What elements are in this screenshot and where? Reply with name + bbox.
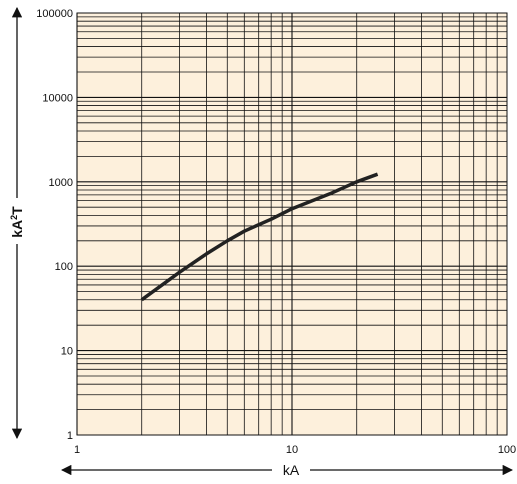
y-axis-title-tail: T	[9, 206, 25, 215]
x-tick-label: 1	[74, 444, 80, 456]
y-tick-label: 100	[55, 261, 73, 273]
x-tick-labels: 1 10 100	[74, 444, 516, 456]
plot-frame	[76, 12, 508, 436]
x-tick-label: 10	[286, 444, 298, 456]
y-axis-title: kA2T	[9, 206, 25, 238]
y-tick-label: 10000	[42, 92, 73, 104]
y-axis-title-sup: 2	[9, 215, 19, 220]
y-tick-label: 1	[67, 430, 73, 442]
y-tick-labels: 1 10 100 1000 10000 100000	[36, 8, 73, 442]
y-tick-label: 100000	[36, 8, 73, 20]
series-group	[140, 172, 379, 302]
series-line	[140, 172, 379, 302]
y-axis-title-base: kA	[9, 220, 25, 238]
x-tick-label: 100	[498, 444, 516, 456]
x-axis-title: kA	[283, 462, 300, 478]
y-tick-label: 1000	[49, 177, 73, 189]
grid-lines	[76, 13, 507, 436]
y-tick-label: 10	[61, 346, 73, 358]
